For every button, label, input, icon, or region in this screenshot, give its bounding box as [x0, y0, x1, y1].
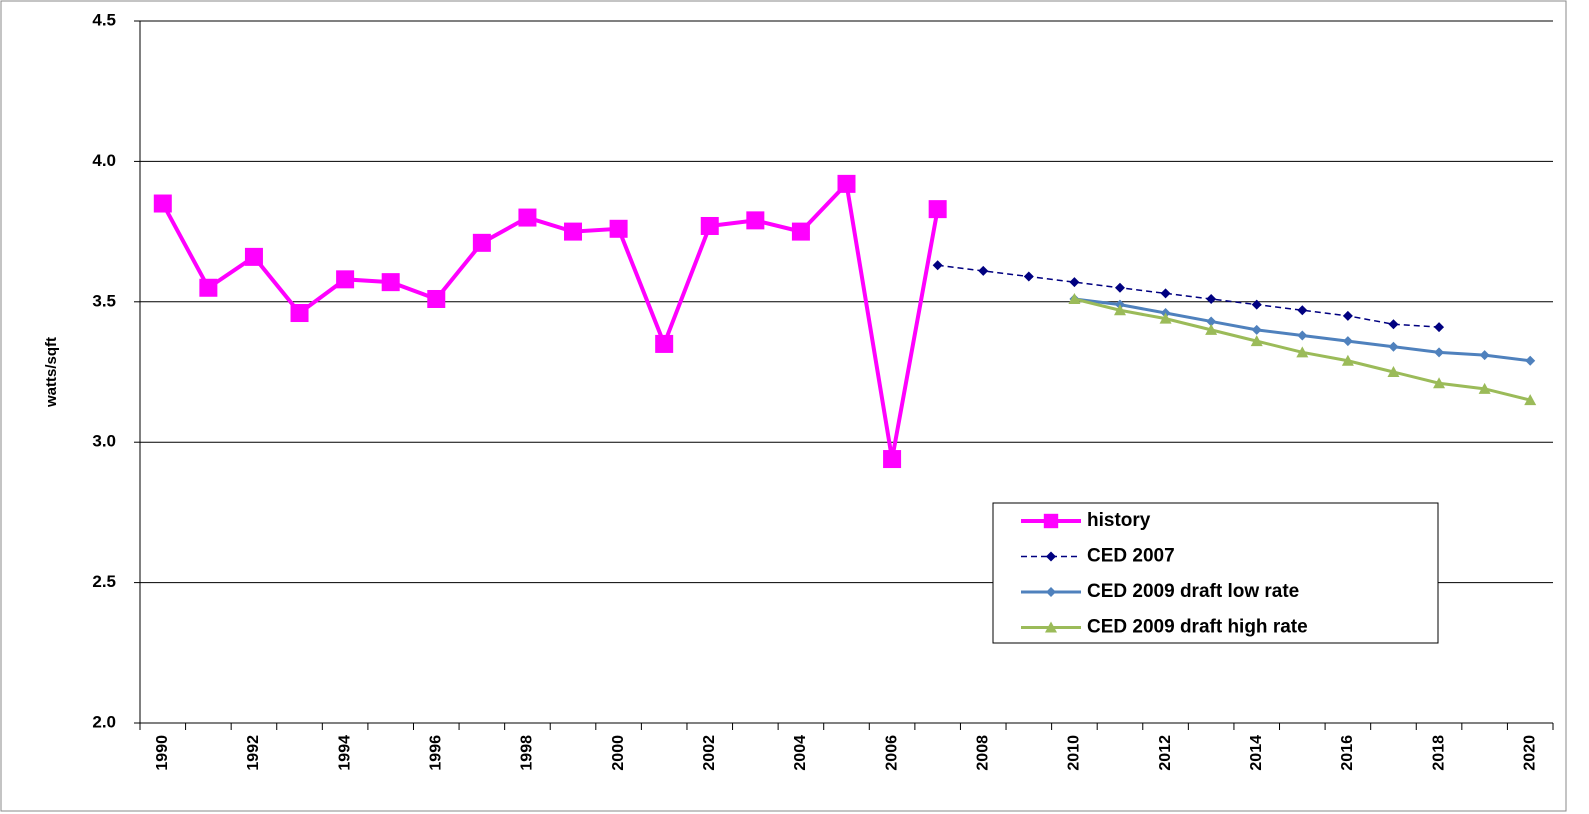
- x-tick-label: 2012: [1157, 735, 1174, 771]
- x-tick-label: 2006: [883, 735, 900, 771]
- marker: [655, 334, 674, 353]
- legend-box: [992, 502, 1439, 644]
- marker: [290, 304, 309, 323]
- marker: [1341, 354, 1354, 366]
- marker: [153, 194, 172, 213]
- marker: [336, 270, 355, 289]
- x-tick-label: 2008: [974, 735, 991, 771]
- marker: [472, 233, 491, 252]
- marker: [1045, 621, 1057, 633]
- marker: [1023, 271, 1034, 282]
- marker: [199, 278, 218, 297]
- marker: [1114, 282, 1125, 293]
- marker: [1046, 551, 1056, 562]
- series-line: [161, 179, 940, 460]
- marker: [1524, 394, 1537, 406]
- marker: [1478, 382, 1491, 394]
- marker: [837, 174, 856, 193]
- marker: [1205, 323, 1218, 335]
- x-tick-label: 2016: [1339, 735, 1356, 771]
- marker: [928, 200, 947, 219]
- marker: [1297, 305, 1308, 316]
- x-tick-label: 2020: [1521, 735, 1538, 771]
- marker: [1388, 341, 1399, 352]
- marker: [1046, 587, 1056, 597]
- marker: [1342, 336, 1353, 347]
- series-line: [937, 264, 1440, 328]
- legend-label: CED 2009 draft high rate: [1087, 617, 1308, 638]
- x-tick-label: 2002: [701, 735, 718, 771]
- marker: [564, 222, 583, 241]
- marker: [1206, 316, 1217, 327]
- y-tick-label: 4.5: [92, 10, 116, 29]
- x-tick-label: 1990: [154, 735, 171, 771]
- marker: [746, 211, 765, 230]
- marker: [1525, 355, 1536, 366]
- y-tick-label: 2.0: [92, 712, 116, 731]
- marker: [1297, 330, 1308, 341]
- y-tick-label: 3.0: [92, 432, 116, 451]
- x-tick-label: 2010: [1066, 735, 1083, 771]
- x-tick-label: 2018: [1430, 735, 1447, 771]
- legend-label: history: [1087, 510, 1151, 531]
- marker: [1251, 299, 1262, 310]
- x-tick-label: 2000: [610, 735, 627, 771]
- marker: [1206, 293, 1217, 304]
- marker: [1342, 310, 1353, 321]
- marker: [1068, 292, 1081, 304]
- marker: [1434, 347, 1445, 358]
- x-tick-label: 1998: [519, 735, 536, 771]
- marker: [1043, 513, 1059, 529]
- marker: [1433, 377, 1446, 389]
- x-tick-label: 1996: [427, 735, 444, 771]
- marker: [244, 247, 263, 266]
- marker: [883, 450, 902, 469]
- y-tick-label: 3.5: [92, 291, 116, 310]
- marker: [609, 219, 628, 238]
- marker: [518, 208, 537, 227]
- marker: [1113, 304, 1126, 316]
- legend-label: CED 2009 draft low rate: [1087, 581, 1299, 602]
- marker: [381, 273, 400, 292]
- marker: [1388, 319, 1399, 330]
- legend-label: CED 2007: [1087, 546, 1175, 567]
- marker: [1479, 350, 1490, 361]
- marker: [1159, 312, 1172, 324]
- marker: [700, 216, 719, 235]
- marker: [1250, 335, 1263, 347]
- y-tick-label: 2.5: [92, 572, 116, 591]
- marker: [1387, 366, 1400, 377]
- marker: [427, 289, 446, 308]
- x-tick-label: 2014: [1248, 735, 1265, 771]
- marker: [791, 222, 810, 241]
- marker: [1296, 346, 1309, 358]
- x-tick-label: 1992: [245, 735, 262, 771]
- marker: [1251, 324, 1262, 335]
- marker: [978, 265, 989, 276]
- marker: [1434, 322, 1445, 333]
- y-axis-label: watts/sqft: [43, 337, 60, 408]
- x-tick-label: 2004: [792, 735, 809, 771]
- y-tick-label: 4.0: [92, 151, 116, 170]
- x-tick-label: 1994: [336, 735, 353, 771]
- marker: [1069, 277, 1080, 288]
- marker: [932, 260, 943, 271]
- marker: [1160, 288, 1171, 299]
